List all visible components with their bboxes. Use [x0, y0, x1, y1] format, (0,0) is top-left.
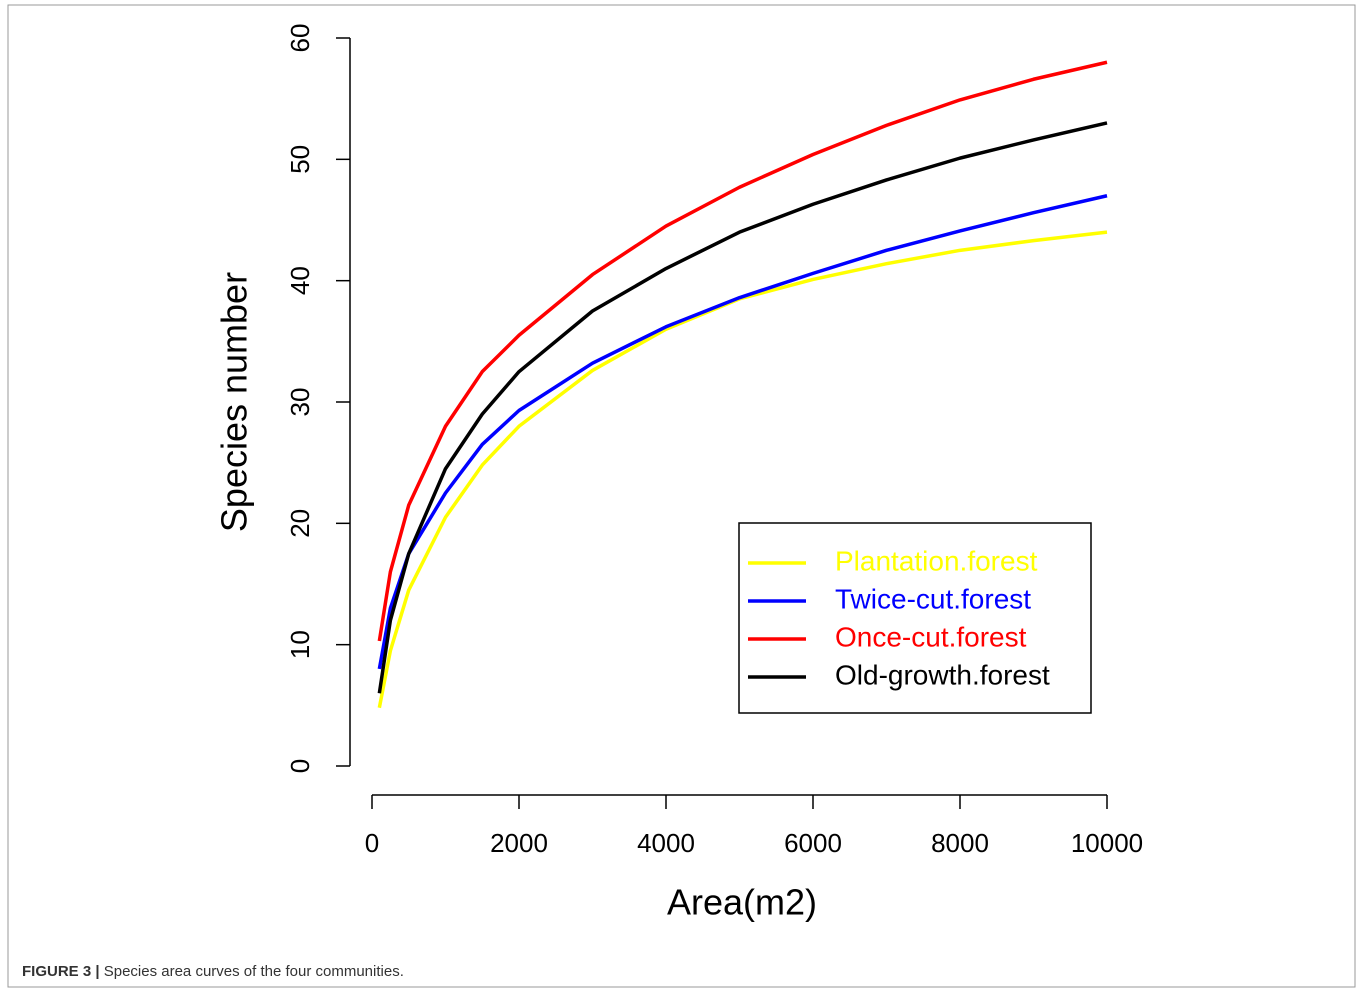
x-tick-label: 2000 — [490, 828, 548, 858]
x-axis-label: Area(m2) — [667, 882, 817, 923]
y-tick-label: 30 — [285, 388, 315, 417]
legend-label: Once-cut.forest — [835, 621, 1027, 652]
x-tick-label: 4000 — [637, 828, 695, 858]
y-tick-label: 60 — [285, 24, 315, 53]
caption-text: Species area curves of the four communit… — [103, 963, 404, 980]
y-tick-label: 20 — [285, 509, 315, 538]
y-tick-label: 50 — [285, 145, 315, 174]
y-tick-label: 40 — [285, 266, 315, 295]
legend-label: Twice-cut.forest — [835, 583, 1031, 614]
y-axis-label: Species number — [214, 272, 255, 532]
series-line — [377, 60, 1108, 642]
legend-box — [738, 522, 1092, 714]
figure-caption: FIGURE 3 | Species area curves of the fo… — [22, 963, 404, 980]
figure-frame — [7, 4, 1356, 988]
series-line — [377, 230, 1108, 709]
x-tick-label: 10000 — [1071, 828, 1143, 858]
series-line — [377, 121, 1108, 694]
y-tick-label: 0 — [285, 759, 315, 773]
legend-label: Old-growth.forest — [835, 659, 1050, 690]
y-tick-label: 10 — [285, 630, 315, 659]
x-tick-label: 0 — [365, 828, 379, 858]
caption-label: FIGURE 3 | — [22, 963, 100, 980]
x-tick-label: 6000 — [784, 828, 842, 858]
legend-label: Plantation.forest — [835, 545, 1038, 576]
x-tick-label: 8000 — [931, 828, 989, 858]
